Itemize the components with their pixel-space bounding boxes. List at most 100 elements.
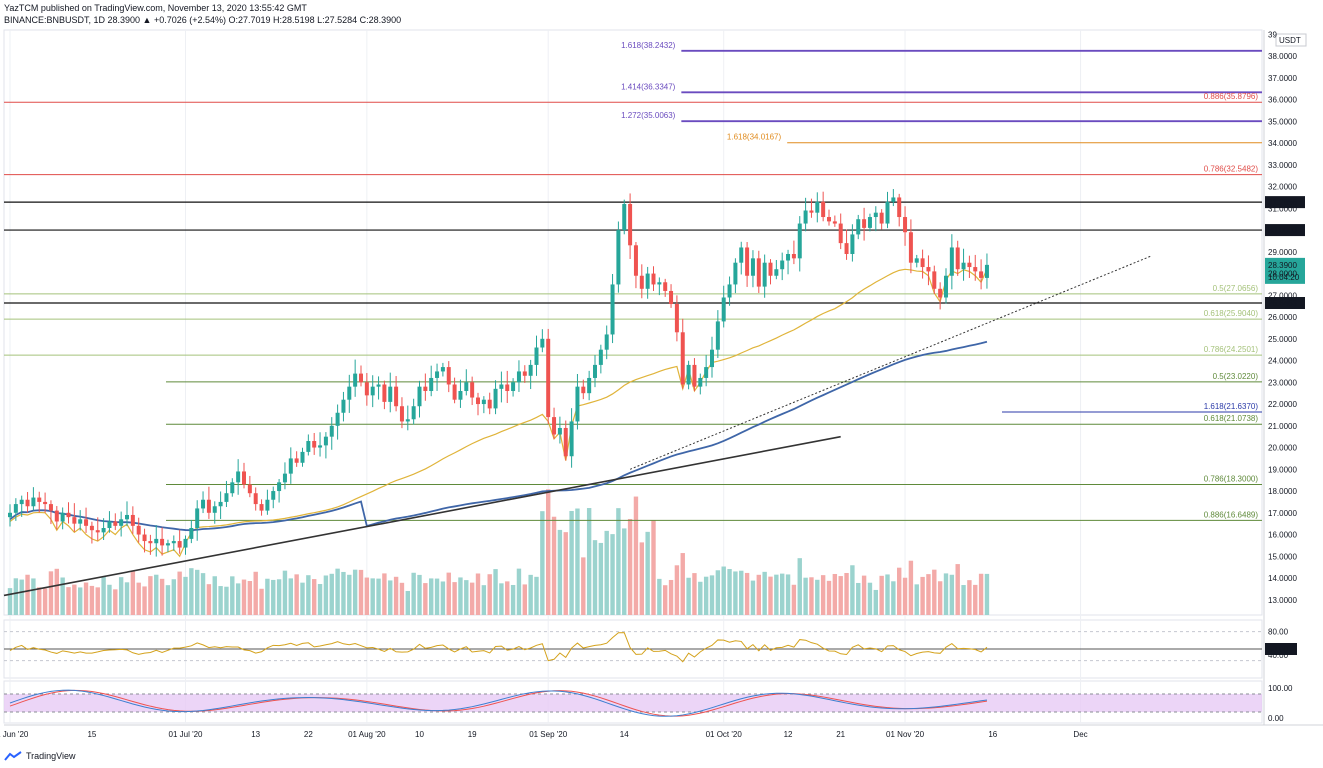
candle-body (43, 501, 48, 505)
volume-bar (744, 572, 750, 615)
volume-bars (7, 489, 990, 615)
stoch-tick-label: 100.00 (1268, 684, 1293, 693)
candle-body (201, 499, 206, 509)
candle-body (206, 499, 211, 513)
volume-bar (674, 565, 680, 615)
volume-bar (861, 575, 867, 615)
support-resistance-lines: 31.2856 30.0000 26.6463 28.3900 10:04:20 USDT (4, 33, 1307, 310)
price-tick-label: 28.0000 (1268, 270, 1297, 279)
price-tick-label: 26.0000 (1268, 313, 1297, 322)
candle-body (879, 212, 884, 224)
last-price-label: 28.3900 (1268, 261, 1297, 270)
candle-body (827, 217, 831, 222)
price-tick-label: 27.0000 (1268, 291, 1297, 300)
candle-body (271, 491, 276, 500)
candle-body (516, 371, 521, 383)
volume-bar (908, 560, 914, 615)
volume-bar (820, 575, 826, 615)
rsi-tick-label: 80.00 (1268, 628, 1289, 637)
volume-bar (475, 573, 481, 615)
candle-body (528, 364, 533, 376)
candle-body (710, 349, 714, 368)
volume-bar (598, 542, 604, 615)
candle-body (780, 260, 785, 270)
candle-body (259, 504, 264, 511)
chart-grid (3, 29, 1323, 726)
candle-body (774, 269, 779, 276)
volume-bar (709, 575, 715, 615)
volume-bar (101, 576, 106, 615)
price-tick-label: 32.0000 (1268, 183, 1297, 192)
volume-bar (31, 578, 36, 615)
price-tick-label: 29.0000 (1268, 248, 1297, 257)
volume-bar (183, 576, 188, 615)
candle-body (593, 364, 597, 378)
tradingview-brand: TradingView (26, 751, 76, 761)
price-tick-label: 15.0000 (1268, 552, 1297, 561)
candle-body (844, 243, 849, 254)
volume-bar (616, 508, 621, 615)
candle-body (183, 538, 188, 548)
candle-body (253, 493, 258, 505)
fib-level-label: 1.272(35.0063) (621, 111, 676, 120)
candle-body (938, 288, 943, 298)
price-tick-label: 18.0000 (1268, 487, 1297, 496)
price-axis: 39 38.0000 37.0000 36.0000 35.0000 34.0000 33.… (1268, 30, 1297, 604)
main-pane-frame (3, 29, 1263, 616)
candle-body (277, 482, 282, 492)
ma-200-line (9, 340, 988, 532)
candle-body (979, 271, 984, 278)
volume-bar (692, 573, 697, 615)
price-tick-label: 21.0000 (1268, 422, 1297, 431)
volume-bar (920, 576, 925, 615)
volume-bar (411, 572, 416, 615)
fib-level-label: 1.618(21.6370) (1204, 402, 1259, 411)
candle-body (511, 382, 516, 392)
candle-body (908, 232, 913, 263)
volume-bar (850, 565, 855, 615)
candle-body (815, 201, 820, 213)
price-tick-label: 17.0000 (1268, 509, 1297, 518)
volume-bar (698, 581, 703, 615)
fib-level-label: 0.5(27.0656) (1213, 284, 1259, 293)
candle-body (721, 297, 726, 322)
candle-body (148, 541, 153, 544)
volume-bar (815, 579, 820, 615)
candle-body (212, 506, 217, 513)
volume-bar (271, 579, 276, 615)
candle-body (329, 425, 334, 437)
volume-bar (774, 574, 779, 615)
date-tick-label: 01 Oct '20 (706, 730, 743, 739)
candle-body (955, 247, 960, 270)
tradingview-footer[interactable]: TradingView (4, 748, 76, 764)
candle-body (218, 501, 223, 507)
volume-bar (54, 568, 59, 615)
price-tick-label: 14.0000 (1268, 574, 1297, 583)
candle-body (903, 217, 908, 233)
candle-body (762, 262, 767, 287)
price-tick-label: 37.0000 (1268, 74, 1297, 83)
date-tick-label: 12 (784, 730, 793, 739)
fib-level-label: 1.618(38.2432) (621, 41, 676, 50)
volume-bar (148, 576, 153, 615)
volume-bar (581, 557, 586, 615)
volume-bar (715, 570, 721, 615)
volume-bar (417, 574, 422, 615)
volume-bar (739, 570, 744, 615)
volume-bar (891, 581, 896, 615)
volume-bar (7, 588, 13, 615)
candle-body (165, 543, 170, 546)
candle-body (733, 262, 738, 285)
volume-bar (224, 586, 229, 615)
volume-bar (639, 542, 644, 615)
stoch-d-line (9, 689, 988, 717)
candle-body (622, 203, 627, 231)
candle-body (113, 521, 118, 526)
volume-bar (592, 540, 598, 615)
volume-bar (668, 579, 674, 615)
volume-bar (727, 569, 732, 615)
volume-bar (159, 578, 165, 615)
candle-body (645, 273, 650, 289)
volume-bar (885, 574, 890, 615)
